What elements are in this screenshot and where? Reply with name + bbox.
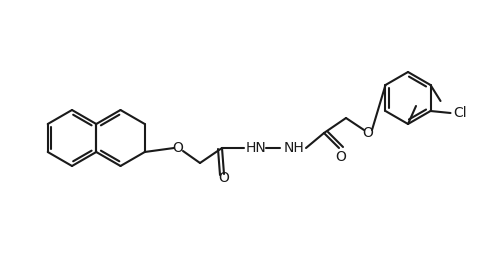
- Text: NH: NH: [283, 141, 304, 155]
- Text: Cl: Cl: [454, 106, 467, 120]
- Text: O: O: [336, 150, 347, 164]
- Text: O: O: [173, 141, 183, 155]
- Text: O: O: [362, 126, 373, 140]
- Text: O: O: [218, 171, 229, 185]
- Text: HN: HN: [246, 141, 266, 155]
